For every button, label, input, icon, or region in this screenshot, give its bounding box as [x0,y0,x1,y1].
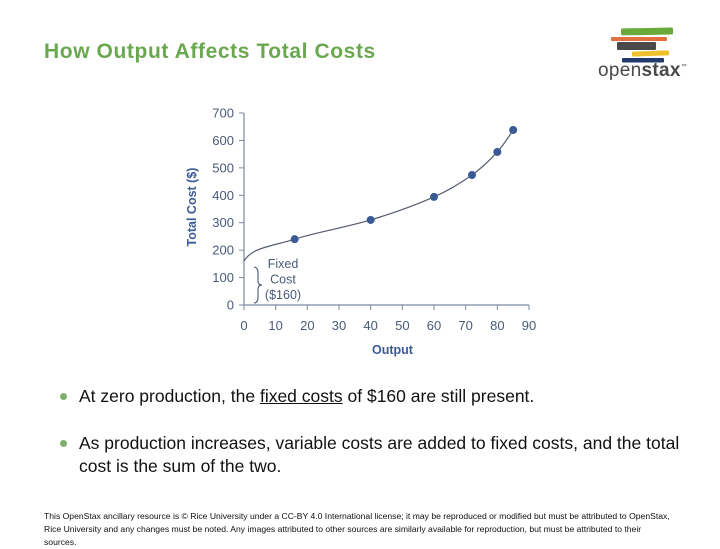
bullet-list: At zero production, the fixed costs of $… [58,385,698,478]
y-tick-label: 400 [212,188,234,203]
data-point [493,147,502,156]
license-footer: This OpenStax ancillary resource is © Ri… [44,511,670,547]
fixed-cost-label: Cost [270,273,296,287]
x-tick-label: 60 [427,318,441,333]
x-tick-label: 20 [300,318,314,333]
y-tick-label: 0 [227,298,234,313]
data-point [430,192,438,201]
x-tick-label: 10 [268,318,282,333]
y-tick-label: 700 [212,106,234,121]
fixed-cost-label: Fixed [268,257,299,271]
x-tick-label: 50 [395,318,409,333]
fixed-cost-label: ($160) [265,288,301,302]
bullet-item: At zero production, the fixed costs of $… [58,385,698,408]
x-axis-title: Output [372,343,414,357]
data-point [468,170,476,179]
x-tick-label: 0 [240,318,247,333]
fixed-costs-link[interactable]: fixed costs [259,386,343,406]
y-tick-label: 600 [212,133,234,148]
fixed-cost-brace [253,266,263,304]
y-tick-label: 300 [212,215,234,230]
bullet-dot-icon [60,440,67,447]
x-tick-label: 80 [490,318,504,333]
data-point [509,126,518,135]
x-tick-label: 70 [458,318,472,333]
y-tick-label: 100 [212,270,234,285]
openstax-wordmark: openstax™ [598,60,688,81]
x-tick-label: 30 [332,318,346,333]
openstax-logo-icon [611,27,674,63]
data-point [366,215,375,224]
y-tick-label: 200 [212,243,234,258]
y-tick-label: 500 [212,160,234,175]
slide-title: How Output Affects Total Costs [44,40,376,63]
total-cost-curve [243,129,514,262]
y-axis-title: Total Cost ($) [185,168,199,247]
x-tick-label: 40 [363,318,377,333]
x-tick-label: 90 [522,318,536,333]
total-cost-chart: 0 100 200 300 400 500 600 700 0 10 20 30 40 50 60 70 80 9… [185,106,536,358]
bullet-dot-icon [60,393,67,400]
data-point [290,235,299,244]
bullet-item: As production increases, variable costs … [58,432,698,478]
